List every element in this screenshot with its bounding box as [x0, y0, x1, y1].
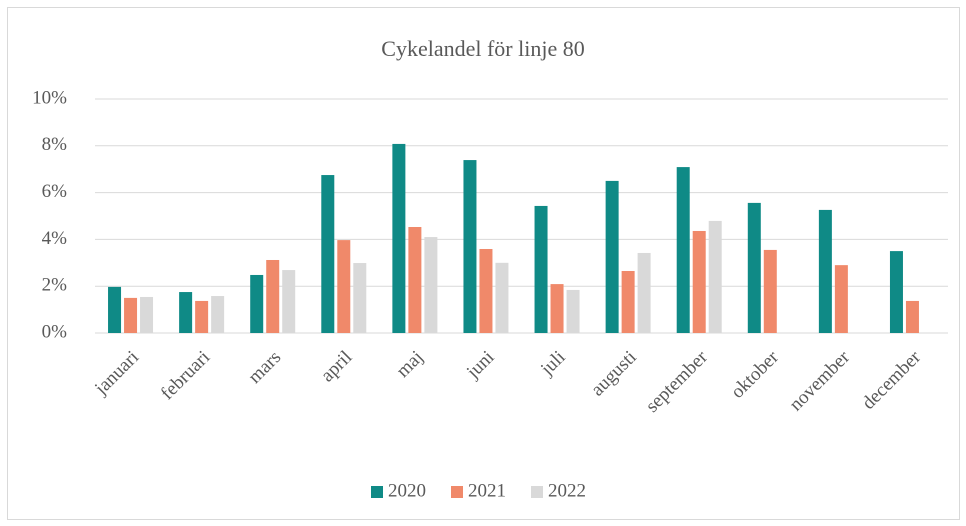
legend-label: 2021: [468, 480, 506, 501]
legend-swatch: [371, 486, 383, 498]
bar: [692, 230, 706, 333]
y-tick-label: 6%: [42, 181, 68, 202]
bar: [108, 286, 122, 333]
bar: [889, 251, 903, 333]
bar: [905, 300, 919, 333]
bar: [211, 296, 225, 333]
bar: [321, 175, 335, 333]
bar: [282, 270, 296, 333]
bar: [621, 270, 635, 333]
legend-label: 2022: [548, 480, 586, 501]
bar: [266, 259, 280, 333]
bar: [550, 284, 564, 333]
bar: [179, 292, 193, 333]
bar: [408, 226, 422, 333]
bar: [479, 248, 493, 333]
bar: [637, 252, 651, 333]
bar: [495, 262, 509, 333]
bar: [566, 289, 580, 333]
bar: [392, 143, 406, 333]
y-tick-label: 4%: [42, 228, 68, 249]
bar: [676, 167, 690, 333]
y-tick-label: 8%: [42, 134, 68, 155]
bar: [424, 237, 438, 333]
bar: [747, 202, 761, 333]
bar: [708, 220, 722, 333]
bar: [124, 297, 138, 333]
y-tick-label: 10%: [32, 87, 67, 108]
bar: [140, 296, 154, 333]
chart-title: Cykelandel för linje 80: [381, 36, 584, 61]
bar: [250, 274, 264, 333]
y-tick-label: 2%: [42, 275, 68, 296]
bar: [195, 300, 209, 333]
bar: [337, 240, 351, 333]
legend-swatch: [451, 486, 463, 498]
bar: [353, 263, 367, 333]
bar: [463, 160, 477, 333]
y-tick-label: 0%: [42, 321, 68, 342]
bar: [534, 205, 548, 333]
bar: [834, 265, 848, 333]
legend-label: 2020: [388, 480, 426, 501]
bar: [763, 249, 777, 333]
bar: [605, 180, 619, 333]
legend-swatch: [531, 486, 543, 498]
bar: [818, 209, 832, 333]
